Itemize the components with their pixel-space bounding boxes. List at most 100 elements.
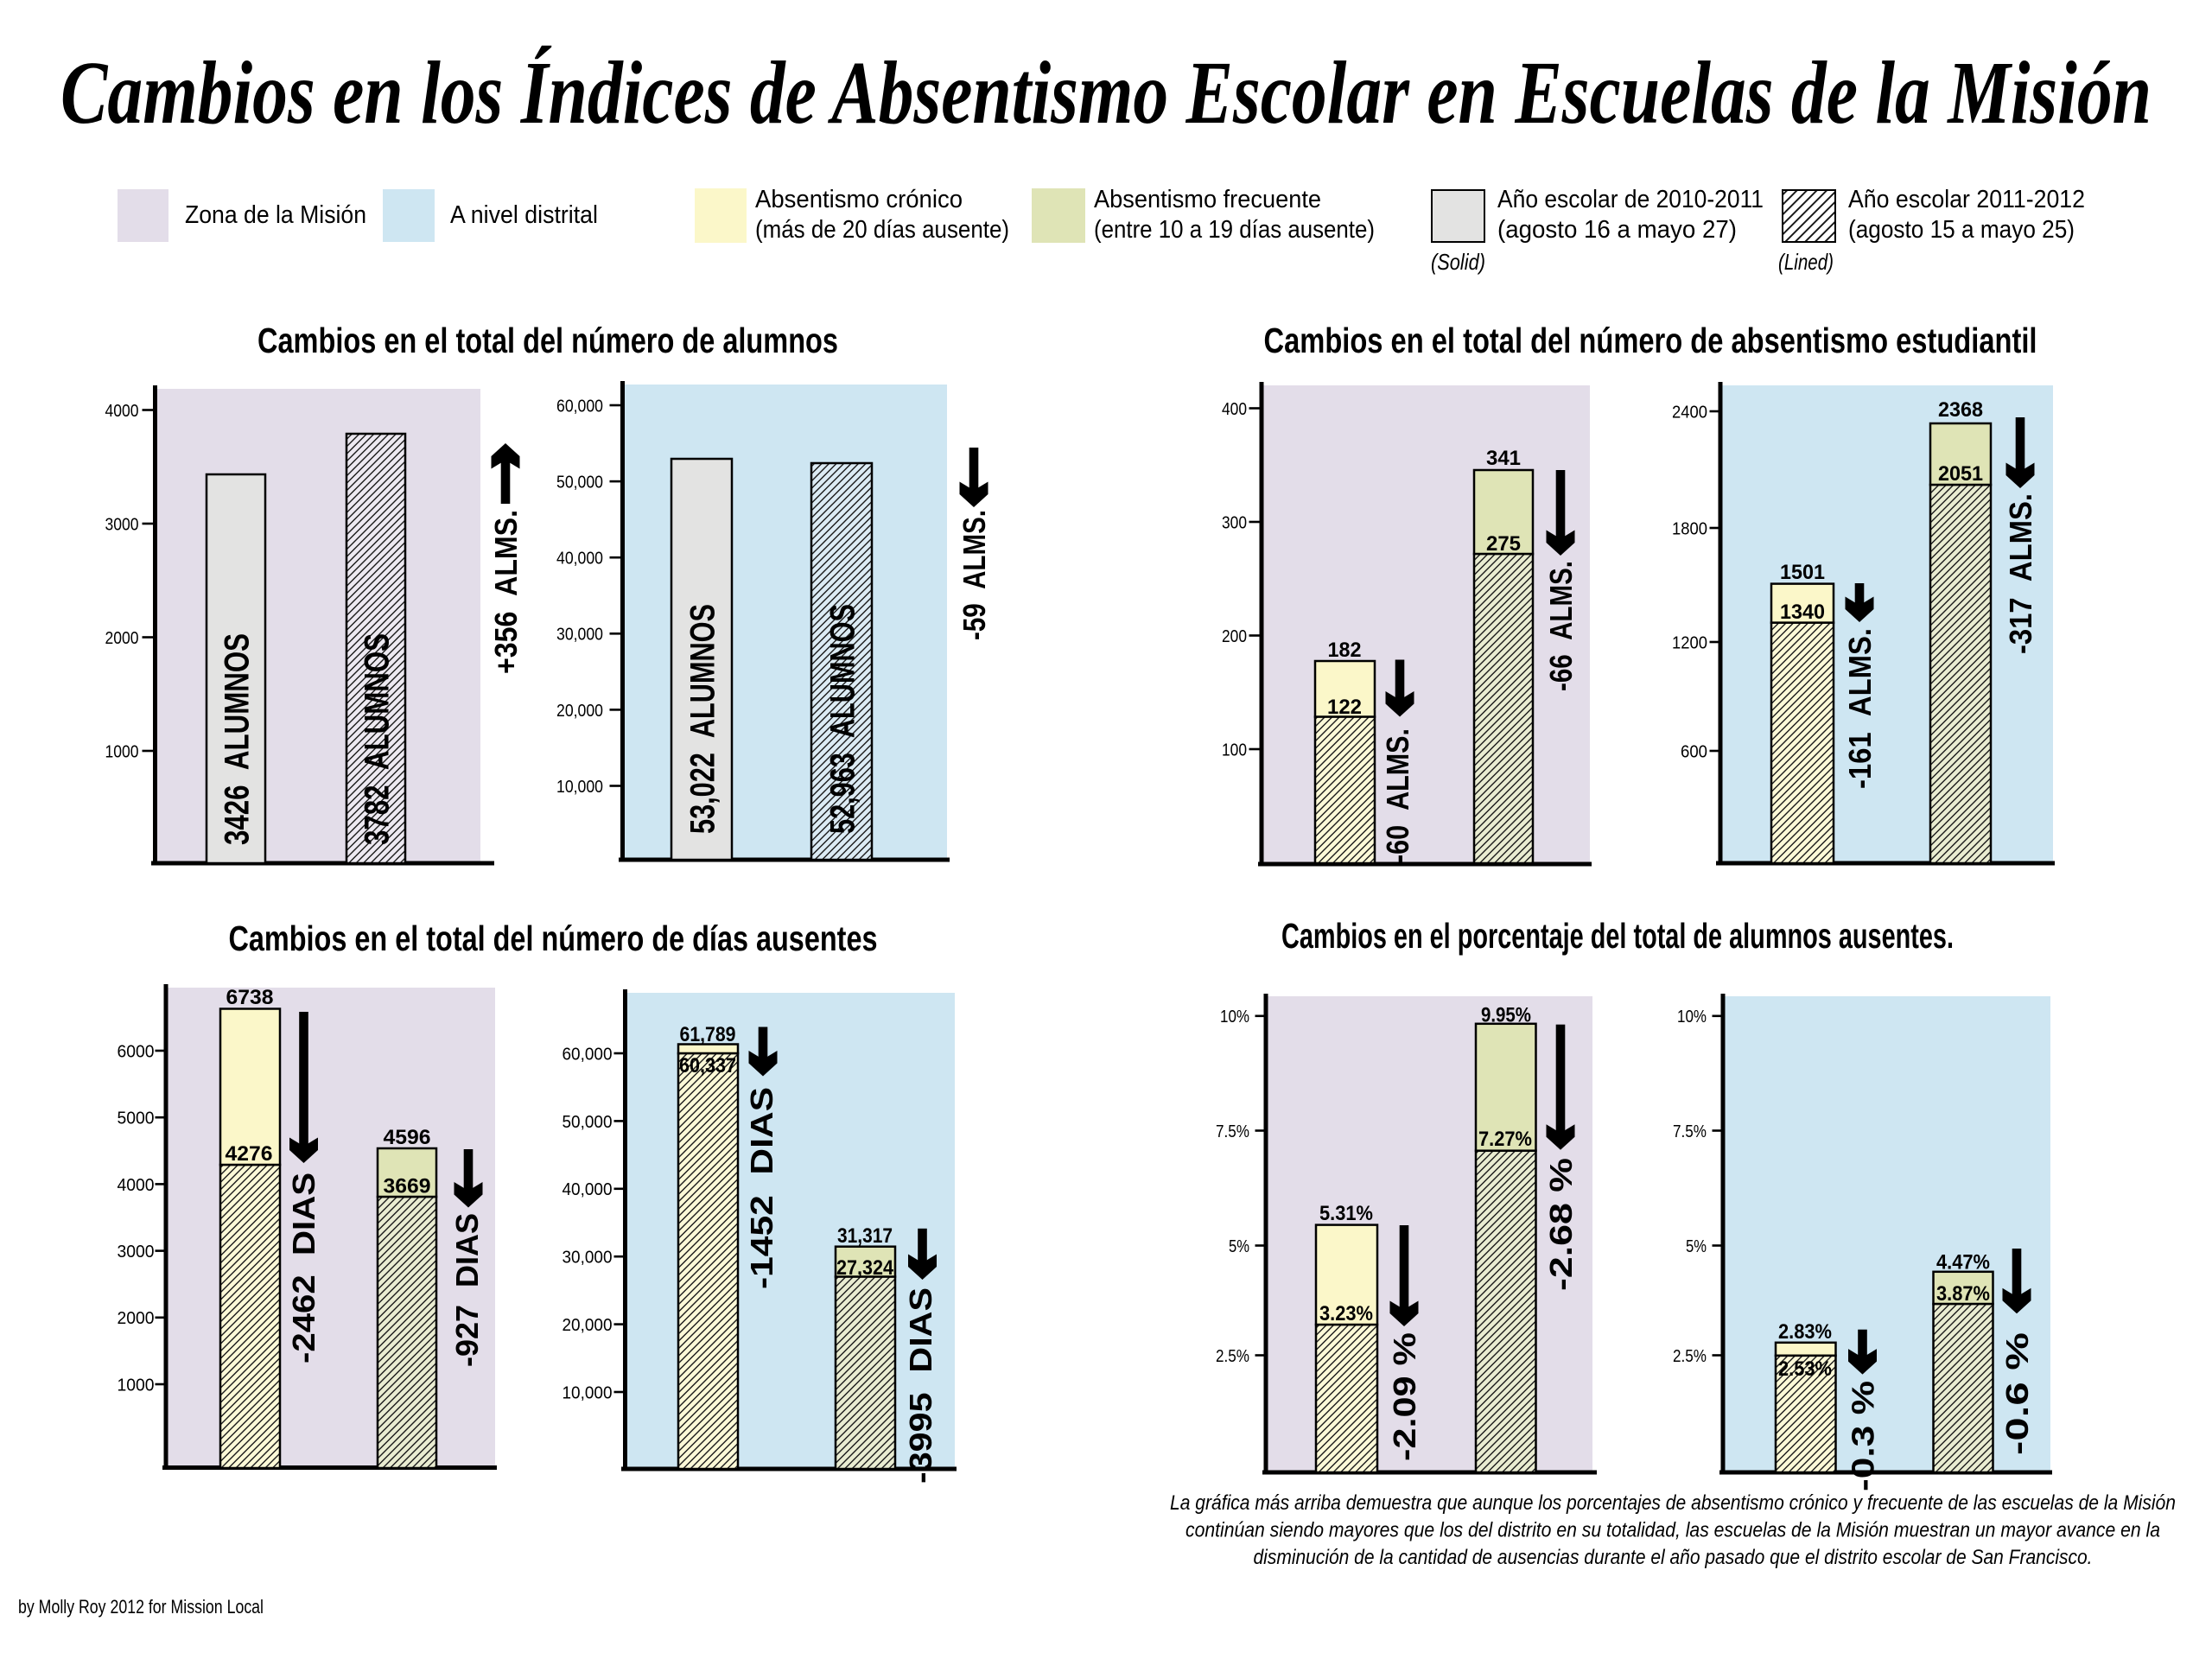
svg-text:60,337: 60,337 bbox=[679, 1054, 736, 1077]
svg-text:7.5%: 7.5% bbox=[1216, 1122, 1249, 1141]
svg-text:275: 275 bbox=[1486, 532, 1521, 556]
svg-text:5.31%: 5.31% bbox=[1319, 1202, 1373, 1225]
svg-text:30,000: 30,000 bbox=[563, 1248, 613, 1268]
svg-text:10%: 10% bbox=[1220, 1007, 1249, 1027]
svg-text:1501: 1501 bbox=[1780, 561, 1825, 584]
svg-text:30,000: 30,000 bbox=[556, 625, 603, 645]
svg-text:-0.3 %: -0.3 % bbox=[1845, 1381, 1880, 1491]
svg-text:53,022 ALUMNOS: 53,022 ALUMNOS bbox=[683, 604, 721, 834]
svg-text:+356 ALMS.: +356 ALMS. bbox=[488, 510, 524, 674]
svg-text:6000: 6000 bbox=[118, 1041, 155, 1061]
svg-text:7.5%: 7.5% bbox=[1673, 1122, 1707, 1141]
svg-text:Cambios en el total del número: Cambios en el total del número de días a… bbox=[229, 918, 878, 958]
svg-text:2.53%: 2.53% bbox=[1778, 1357, 1832, 1381]
svg-text:(agosto 16 a mayo 27): (agosto 16 a mayo 27) bbox=[1497, 216, 1737, 244]
svg-text:2368: 2368 bbox=[1938, 398, 1983, 422]
svg-text:1000: 1000 bbox=[105, 741, 139, 761]
svg-text:3000: 3000 bbox=[105, 514, 139, 534]
svg-text:(Solid): (Solid) bbox=[1431, 249, 1485, 275]
svg-text:5000: 5000 bbox=[118, 1109, 155, 1128]
svg-text:182: 182 bbox=[1328, 639, 1362, 662]
svg-text:Zona de la Misión: Zona de la Misión bbox=[185, 201, 366, 229]
svg-text:4.47%: 4.47% bbox=[1936, 1251, 1990, 1274]
svg-text:Cambios en los Índices de Abse: Cambios en los Índices de Absentismo Esc… bbox=[60, 43, 2152, 143]
svg-text:3426 ALUMNOS: 3426 ALUMNOS bbox=[218, 633, 256, 845]
svg-text:3000: 3000 bbox=[118, 1242, 155, 1262]
svg-text:5%: 5% bbox=[1686, 1236, 1707, 1256]
svg-text:1340: 1340 bbox=[1780, 601, 1825, 624]
svg-text:Absentismo crónico: Absentismo crónico bbox=[755, 186, 963, 213]
svg-text:(más de 20 días ausente): (más de 20 días ausente) bbox=[755, 216, 1009, 244]
svg-text:10,000: 10,000 bbox=[556, 777, 603, 797]
svg-text:3782 ALUMNOS: 3782 ALUMNOS bbox=[358, 633, 396, 845]
svg-text:4000: 4000 bbox=[105, 401, 139, 421]
svg-text:-2462 DIAS: -2462 DIAS bbox=[286, 1173, 321, 1363]
svg-text:10%: 10% bbox=[1677, 1007, 1707, 1027]
svg-text:(agosto 15 a mayo 25): (agosto 15 a mayo 25) bbox=[1848, 216, 2075, 244]
svg-text:-2.68 %: -2.68 % bbox=[1543, 1158, 1579, 1291]
svg-text:-2.09 %: -2.09 % bbox=[1387, 1332, 1422, 1461]
svg-text:31,317: 31,317 bbox=[837, 1224, 893, 1248]
svg-text:-59 ALMS.: -59 ALMS. bbox=[957, 510, 992, 640]
svg-text:-0.6 %: -0.6 % bbox=[1999, 1332, 2035, 1455]
svg-text:200: 200 bbox=[1222, 626, 1247, 646]
svg-text:2.83%: 2.83% bbox=[1778, 1320, 1832, 1344]
svg-text:Año escolar 2011-2012: Año escolar 2011-2012 bbox=[1848, 186, 2085, 213]
svg-text:40,000: 40,000 bbox=[563, 1179, 613, 1199]
svg-text:-927 DIAS: -927 DIAS bbox=[449, 1213, 485, 1367]
svg-text:-66 ALMS.: -66 ALMS. bbox=[1543, 561, 1579, 691]
svg-text:61,789: 61,789 bbox=[680, 1023, 736, 1046]
svg-text:300: 300 bbox=[1222, 512, 1247, 532]
svg-text:9.95%: 9.95% bbox=[1481, 1004, 1531, 1027]
svg-text:-161 ALMS.: -161 ALMS. bbox=[1842, 628, 1878, 789]
svg-text:2051: 2051 bbox=[1938, 462, 1983, 486]
svg-text:-317 ALMS.: -317 ALMS. bbox=[2003, 493, 2038, 654]
svg-text:40,000: 40,000 bbox=[556, 549, 603, 569]
svg-text:3.23%: 3.23% bbox=[1319, 1302, 1373, 1325]
svg-text:5%: 5% bbox=[1229, 1236, 1249, 1256]
svg-text:600: 600 bbox=[1681, 741, 1707, 761]
svg-text:-3995 DIAS: -3995 DIAS bbox=[903, 1287, 938, 1484]
svg-text:20,000: 20,000 bbox=[556, 701, 603, 721]
svg-text:-60 ALMS.: -60 ALMS. bbox=[1380, 728, 1415, 863]
svg-text:4276: 4276 bbox=[226, 1142, 273, 1166]
svg-text:2.5%: 2.5% bbox=[1673, 1346, 1707, 1366]
svg-text:-1452 DIAS: -1452 DIAS bbox=[744, 1087, 779, 1289]
svg-text:Cambios en el total del número: Cambios en el total del número de alumno… bbox=[257, 321, 838, 360]
svg-text:disminución de la cantidad de: disminución de la cantidad de ausencias … bbox=[1254, 1546, 2093, 1569]
svg-text:4596: 4596 bbox=[384, 1126, 431, 1149]
svg-text:10,000: 10,000 bbox=[563, 1382, 613, 1402]
svg-text:50,000: 50,000 bbox=[556, 472, 603, 492]
svg-text:3669: 3669 bbox=[384, 1175, 431, 1198]
svg-text:60,000: 60,000 bbox=[563, 1044, 613, 1064]
svg-text:3.87%: 3.87% bbox=[1936, 1282, 1990, 1306]
svg-text:4000: 4000 bbox=[118, 1175, 155, 1195]
svg-text:(Lined): (Lined) bbox=[1778, 249, 1834, 275]
svg-text:1800: 1800 bbox=[1672, 518, 1707, 538]
svg-text:341: 341 bbox=[1486, 447, 1521, 470]
svg-text:continúan siendo mayores que l: continúan siendo mayores que los del dis… bbox=[1185, 1519, 2160, 1542]
svg-text:7.27%: 7.27% bbox=[1478, 1128, 1532, 1151]
svg-text:6738: 6738 bbox=[226, 986, 274, 1009]
svg-text:122: 122 bbox=[1327, 696, 1362, 719]
svg-text:by Molly Roy 2012 for Mission: by Molly Roy 2012 for Mission Local bbox=[18, 1596, 264, 1618]
svg-text:Cambios en el total del número: Cambios en el total del número de absent… bbox=[1264, 321, 2037, 360]
svg-text:1200: 1200 bbox=[1672, 632, 1707, 652]
svg-text:52,963 ALUMNOS: 52,963 ALUMNOS bbox=[823, 604, 861, 834]
svg-text:27,324: 27,324 bbox=[836, 1256, 894, 1280]
svg-text:60,000: 60,000 bbox=[556, 396, 603, 416]
svg-text:2000: 2000 bbox=[105, 628, 139, 648]
svg-text:20,000: 20,000 bbox=[563, 1315, 613, 1335]
svg-text:Año escolar de 2010-2011: Año escolar de 2010-2011 bbox=[1497, 186, 1764, 213]
svg-text:100: 100 bbox=[1222, 740, 1247, 760]
svg-text:2000: 2000 bbox=[118, 1308, 155, 1328]
svg-text:50,000: 50,000 bbox=[563, 1112, 613, 1132]
svg-text:1000: 1000 bbox=[118, 1375, 155, 1395]
svg-text:(entre 10 a 19 días ausente): (entre 10 a 19 días ausente) bbox=[1094, 216, 1375, 244]
svg-text:400: 400 bbox=[1222, 399, 1247, 419]
svg-text:2.5%: 2.5% bbox=[1216, 1346, 1249, 1366]
svg-text:2400: 2400 bbox=[1672, 402, 1707, 422]
svg-text:Absentismo frecuente: Absentismo frecuente bbox=[1094, 186, 1321, 213]
svg-text:La gráfica más arriba demuestr: La gráfica más arriba demuestra que aunq… bbox=[1170, 1491, 2176, 1515]
svg-text:A nivel distrital: A nivel distrital bbox=[450, 201, 598, 229]
